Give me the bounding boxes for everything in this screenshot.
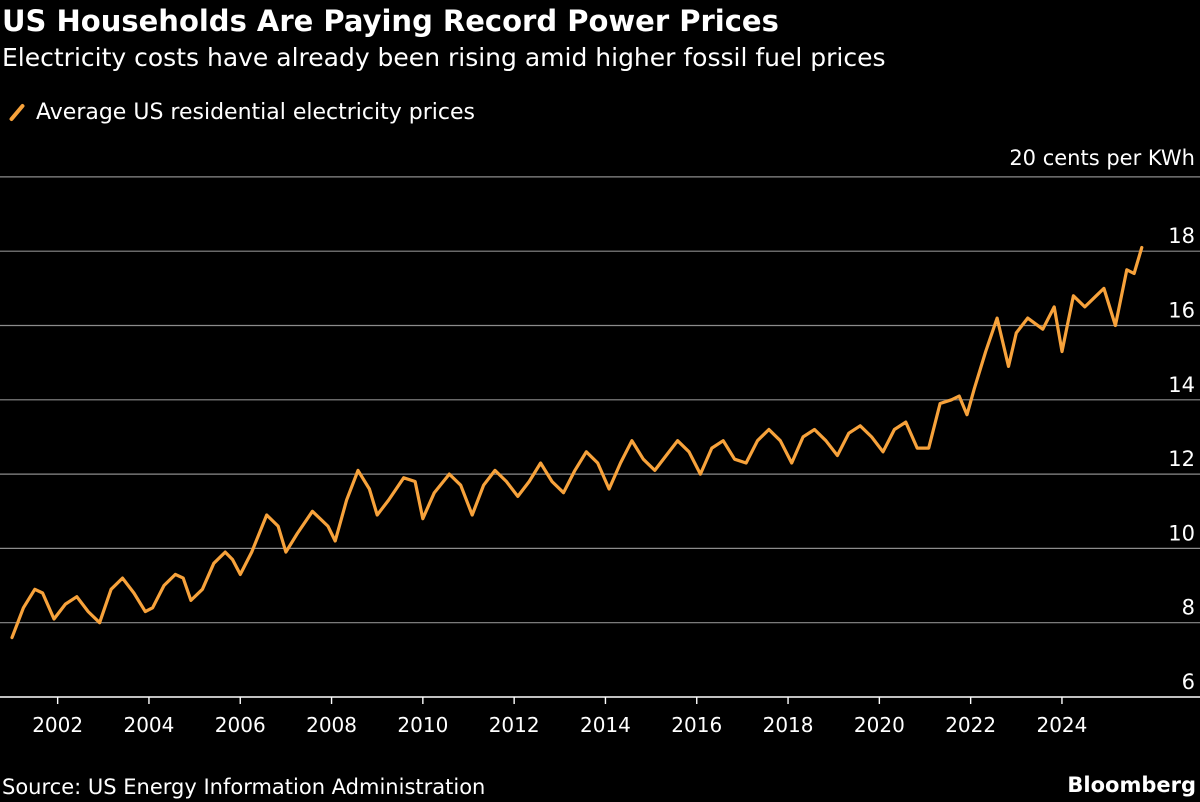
x-tick-label: 2018 [763, 713, 814, 737]
y-tick-label: 10 [1168, 521, 1195, 545]
x-tick-label: 2002 [32, 713, 83, 737]
legend: Average US residential electricity price… [6, 96, 475, 128]
y-axis: 6 8 10 12 14 16 18 [1168, 224, 1195, 694]
y-tick-label: 8 [1182, 596, 1195, 620]
x-tick-label: 2012 [489, 713, 540, 737]
brand-logo: Bloomberg [1067, 773, 1196, 797]
x-tick-label: 2010 [397, 713, 448, 737]
x-tick-label: 2014 [580, 713, 631, 737]
y-tick-label: 14 [1168, 373, 1195, 397]
x-tick-label: 2016 [671, 713, 722, 737]
y-tick-label: 6 [1182, 670, 1195, 694]
x-tick-label: 2008 [306, 713, 357, 737]
y-tick-label: 18 [1168, 224, 1195, 248]
chart-subtitle: Electricity costs have already been risi… [2, 43, 886, 72]
x-axis: 2002 2004 2006 2008 2010 2012 2014 2016 2018 2020… [32, 697, 1087, 737]
x-tick-label: 2020 [854, 713, 905, 737]
y-axis-unit-label: 20 cents per KWh [1009, 146, 1195, 170]
source-note: Source: US Energy Information Administra… [2, 775, 486, 799]
x-tick-label: 2024 [1036, 713, 1087, 737]
x-tick-label: 2022 [945, 713, 996, 737]
y-tick-label: 12 [1168, 447, 1195, 471]
chart-title: US Households Are Paying Record Power Pr… [2, 4, 779, 38]
x-tick-label: 2006 [215, 713, 266, 737]
x-tick-label: 2004 [123, 713, 174, 737]
series-line-residential-electricity-prices [10, 245, 1144, 640]
series-layer [10, 245, 1144, 640]
y-tick-label: 16 [1168, 299, 1195, 323]
legend-label: Average US residential electricity price… [36, 99, 475, 125]
gridlines [0, 176, 1200, 698]
